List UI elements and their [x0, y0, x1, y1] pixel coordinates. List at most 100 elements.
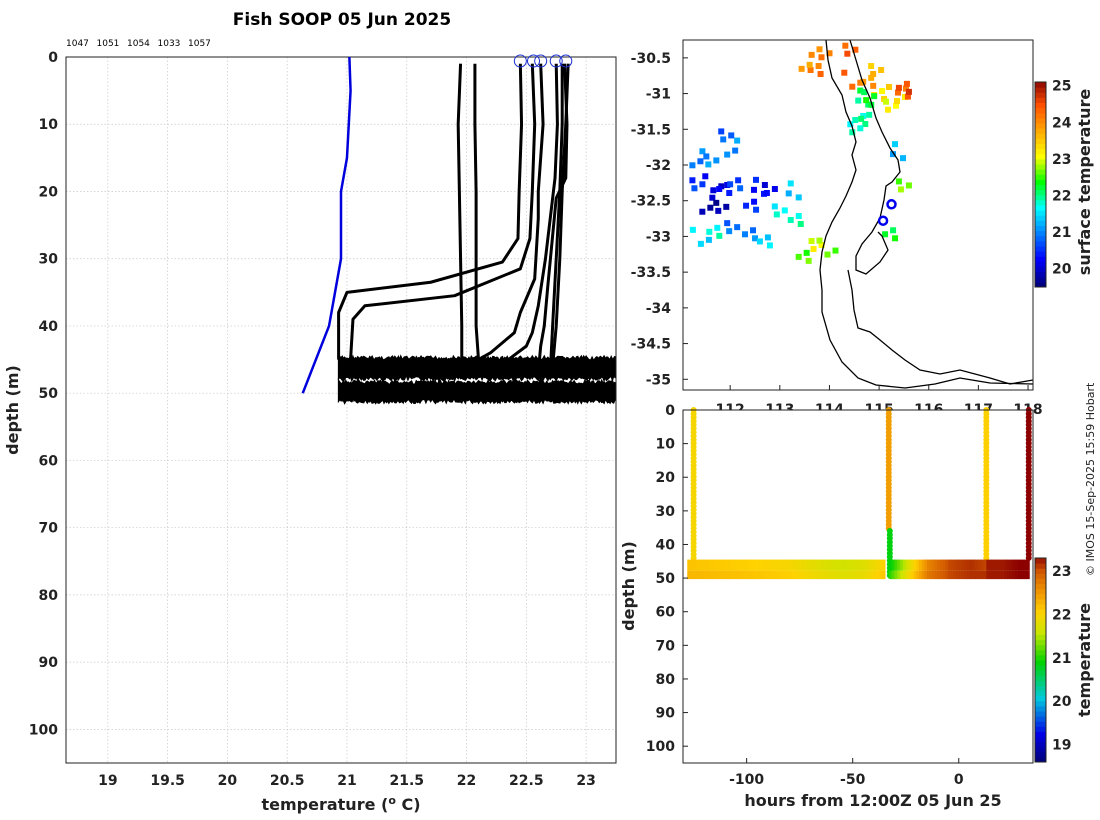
colorbar-segment [1035, 143, 1046, 150]
bottom-temp-band [703, 559, 708, 571]
sst-pixel [716, 186, 723, 192]
x-tick-label: -50 [840, 772, 866, 788]
lat-tick-label: -33 [646, 229, 671, 245]
colorbar-segment [1035, 573, 1046, 579]
bottom-temp-band [1001, 570, 1006, 580]
colorbar-segment [1035, 276, 1046, 283]
sst-pixel [709, 194, 716, 201]
bottom-temp-band [823, 559, 828, 571]
plot-frame [682, 409, 1034, 764]
sst-pixel [723, 203, 730, 210]
y-tick-label: 40 [39, 319, 59, 335]
sst-pixel [751, 198, 758, 205]
cast-id-label: 1047 [575, 390, 598, 400]
bottom-temp-band [918, 559, 923, 571]
y-tick-label: 90 [39, 655, 59, 671]
sst-pixel [720, 136, 727, 143]
bottom-temp-band [1015, 559, 1020, 571]
bottom-temp-band [783, 559, 788, 571]
sst-pixel [808, 51, 815, 58]
top-id-label: 1033 [158, 39, 181, 49]
sst-pixel [756, 238, 763, 245]
y-tick-label: 30 [39, 252, 59, 268]
colorbar-tick-label: 22 [1052, 607, 1071, 623]
bottom-temp-band [998, 570, 1003, 580]
colorbar-label: surface temperature [1075, 89, 1094, 276]
bottom-temp-band [902, 570, 907, 580]
sst-pixel [891, 141, 898, 148]
x-axis-label: hours from 12:00Z 05 Jun 25 [744, 791, 1001, 810]
sst-pixel [732, 147, 739, 154]
y-tick-label: 100 [646, 739, 675, 755]
y-tick-label: 80 [656, 672, 676, 688]
bottom-temp-band [964, 559, 968, 571]
sst-pixel [713, 157, 720, 164]
bottom-temp-band [700, 559, 705, 571]
bottom-temp-band [820, 559, 825, 571]
sst-pixel [889, 151, 896, 158]
colorbar-segment [1035, 117, 1046, 124]
bottom-temp-band [689, 559, 694, 571]
sst-pixel [818, 54, 825, 61]
sst-pixel [868, 101, 875, 108]
bottom-temp-band [993, 570, 998, 580]
x-tick-label: 22.5 [509, 773, 544, 789]
cast-sample-dot [1025, 554, 1032, 561]
sst-pixel [899, 155, 906, 162]
sst-pixel [844, 50, 851, 57]
bottom-temp-band [1012, 570, 1017, 580]
top-id-label: 1057 [188, 39, 211, 49]
bottom-temp-band [791, 559, 796, 571]
profile-line [548, 63, 564, 374]
bottom-temp-band [810, 559, 814, 571]
bottom-temp-band [733, 559, 737, 571]
colorbar-segment [1035, 82, 1046, 88]
bottom-temp-band [972, 570, 977, 580]
colorbar-segment [1035, 102, 1046, 109]
bottom-temp-band [894, 559, 899, 571]
colorbar-segment [1035, 741, 1046, 748]
profile-start-marker [549, 54, 563, 68]
sst-pixel [771, 203, 778, 210]
bottom-temp-band [812, 559, 817, 571]
bottom-temp-band [815, 559, 820, 571]
colorbar-segment [1035, 107, 1046, 114]
bottom-temp-band [916, 559, 920, 571]
bottom-temp-band [918, 570, 923, 580]
sst-pixel [743, 202, 750, 209]
colorbar-segment [1035, 148, 1046, 155]
colorbar-segment [1035, 654, 1046, 661]
bottom-temp-band [804, 570, 809, 580]
bottom-temp-band [711, 570, 716, 580]
bottom-temp-band [863, 570, 867, 580]
bottom-temp-band [716, 570, 721, 580]
bottom-temp-band [794, 559, 799, 571]
bottom-temp-band [1023, 570, 1028, 580]
bottom-temp-band [1009, 570, 1014, 580]
bottom-temp-band [770, 570, 775, 580]
colorbar-segment [1035, 158, 1046, 165]
bottom-temp-band [958, 559, 963, 571]
credit-text: © IMOS 15-Sep-2025 15:59 Hobart [1084, 382, 1097, 576]
bottom-temp-band [964, 570, 968, 580]
lat-tick-label: -32 [646, 158, 671, 174]
bottom-temp-band [775, 570, 780, 580]
colorbar-segment [1035, 670, 1046, 676]
colorbar-segment [1035, 174, 1046, 180]
bottom-temp-band [860, 570, 865, 580]
bottom-temp-band [773, 559, 777, 571]
sst-pixel [785, 190, 792, 197]
bottom-temp-band [940, 570, 944, 580]
bottom-temp-band [741, 559, 745, 571]
bottom-temp-band [823, 570, 828, 580]
plot-area [66, 57, 616, 763]
bottom-temp-band [977, 559, 982, 571]
bottom-temp-band [725, 559, 729, 571]
bottom-temp-band [961, 570, 966, 580]
bottom-temp-band [687, 570, 691, 580]
bottom-temp-band [988, 559, 993, 571]
bottom-temp-band [983, 570, 988, 580]
bottom-temp-band [786, 559, 791, 571]
colorbar-tick-label: 22 [1052, 188, 1071, 204]
